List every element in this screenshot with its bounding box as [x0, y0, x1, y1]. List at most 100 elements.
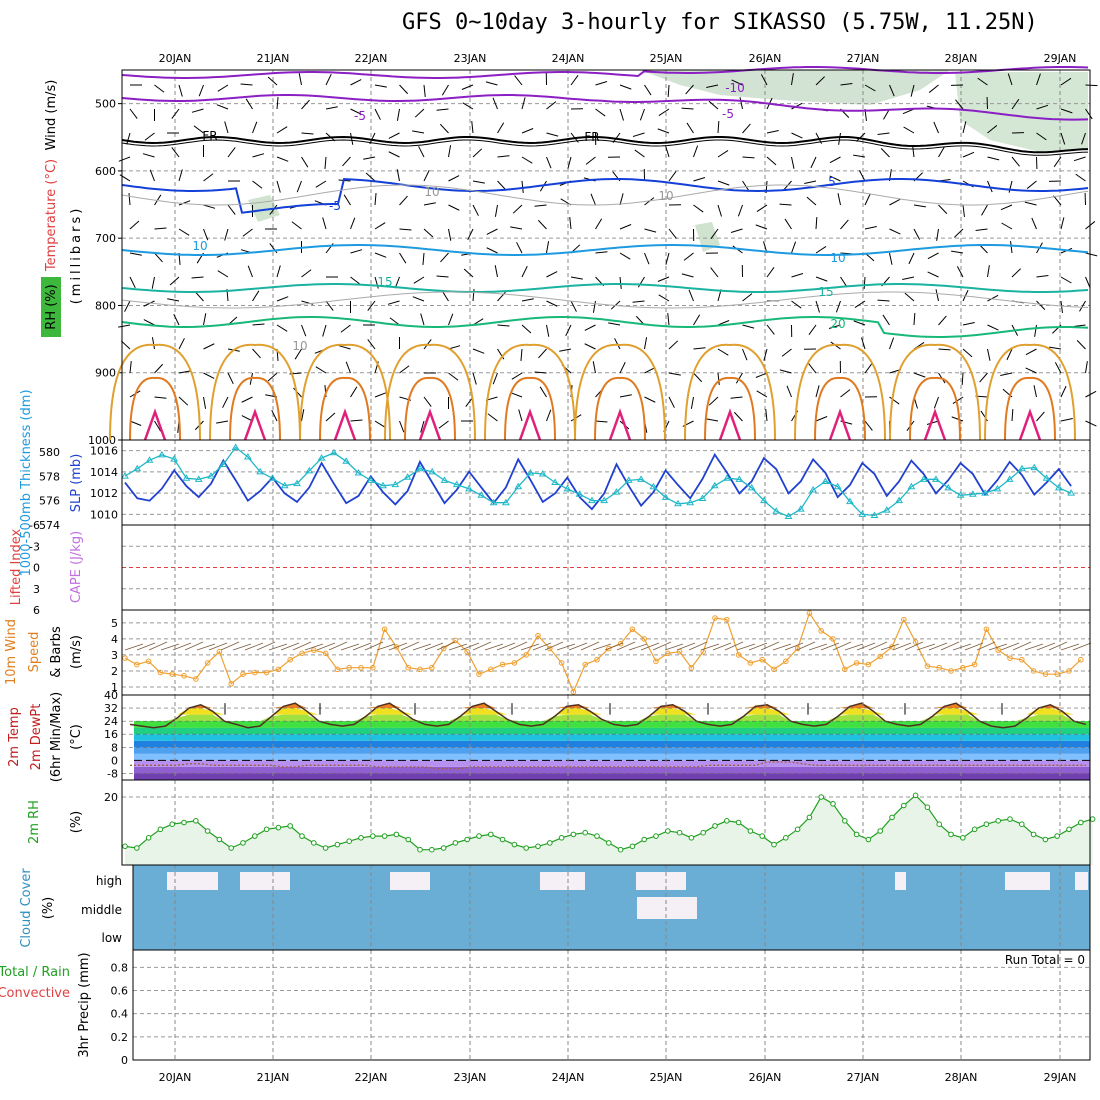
wind-barb: [1053, 195, 1062, 206]
wind-barb: [448, 175, 460, 182]
wind-barb: [791, 73, 794, 86]
wind-barb: [217, 84, 229, 92]
wind-barb: [124, 300, 131, 312]
wind-barb: [178, 228, 190, 236]
wind-barb: [546, 241, 550, 254]
wind-barb: [619, 252, 631, 260]
wind-barb-10m: [820, 642, 840, 651]
contour-label: 10: [658, 189, 673, 203]
rh-marker: [794, 826, 801, 833]
slp-marker: [846, 497, 854, 505]
wind-barb: [367, 339, 376, 350]
wind-barb-10m: [244, 642, 264, 651]
wind-barb: [118, 324, 131, 328]
wind-speed-marker: [842, 666, 848, 673]
slp-marker: [379, 481, 387, 489]
wind-barb: [521, 265, 528, 278]
wind-barb-10m: [568, 642, 588, 651]
wind-barb: [120, 340, 131, 350]
wind-barb: [685, 84, 694, 95]
wind-barb: [472, 289, 475, 302]
wind-barb: [951, 416, 964, 422]
wind-barb-10m: [940, 641, 960, 651]
wind-barb: [668, 396, 675, 408]
wind-barb-10m: [268, 643, 288, 651]
slp-marker: [1067, 489, 1076, 496]
wind-barb: [448, 313, 454, 326]
wind-barb-10m: [772, 643, 792, 651]
rh-marker: [724, 818, 730, 824]
isotherm-25-arch: [794, 343, 886, 441]
isotherm-25-arch: [299, 343, 391, 441]
wind-speed-marker: [346, 664, 353, 671]
temp-band: [134, 773, 1090, 780]
wind-barb-10m: [280, 642, 300, 651]
wind-speed-marker: [688, 664, 695, 671]
wind-barb: [129, 276, 136, 289]
wind-barb: [1085, 361, 1088, 374]
wind-barb: [276, 97, 279, 110]
wind-barb: [595, 81, 608, 86]
wind-barb: [595, 108, 606, 117]
wind-barb: [938, 146, 945, 158]
wind-barb: [936, 228, 939, 241]
wind-speed-marker: [488, 666, 494, 673]
rh-marker: [169, 821, 175, 828]
wind-barb: [245, 98, 253, 110]
slp-marker: [465, 484, 473, 492]
wind-barb: [350, 419, 363, 422]
isotherm-35-arch: [418, 408, 442, 441]
thickness-line: [124, 452, 1072, 511]
wind-barb: [497, 348, 505, 360]
wind-barb: [1060, 77, 1072, 86]
rh-marker: [346, 838, 353, 845]
wind-barb: [486, 228, 498, 235]
wind-barb: [987, 156, 1000, 161]
wind-barb: [766, 266, 775, 278]
wind-barb: [374, 252, 387, 258]
rh-marker: [240, 840, 246, 846]
wind-barb: [350, 249, 363, 254]
wind-barb: [938, 204, 948, 214]
wind-barb: [301, 324, 307, 337]
wind-barb-10m: [760, 641, 780, 651]
slp-marker: [956, 491, 965, 498]
wind-barb: [149, 169, 155, 182]
date-label-top: 25JAN: [650, 52, 683, 65]
wind-barb: [461, 84, 474, 90]
wind-barb: [987, 294, 999, 302]
rh-marker: [393, 831, 400, 838]
wind-barb-10m: [484, 643, 504, 651]
wind-barb: [864, 193, 871, 206]
wind-barb: [864, 226, 877, 230]
wind-speed-marker: [983, 626, 990, 633]
wind-barb: [730, 228, 743, 233]
contour-label: 10: [830, 251, 845, 265]
wind-barb: [644, 228, 657, 233]
wind-speed-marker: [818, 628, 825, 634]
wind-barb: [546, 324, 550, 337]
wind-barb: [467, 228, 474, 241]
wind-barb: [804, 180, 817, 184]
wind-barb: [472, 180, 485, 184]
wind-barb: [693, 204, 704, 213]
wind-barb: [710, 228, 719, 240]
slp-marker: [551, 478, 559, 485]
temp-units-label: (°C): [69, 724, 84, 750]
temp-band: [134, 727, 1090, 735]
wind-barb: [742, 156, 755, 159]
wind-barb: [815, 300, 820, 313]
wind-barb-10m: [400, 641, 420, 651]
wind-barb: [570, 300, 577, 312]
wind-barb: [908, 252, 915, 265]
wind-barb: [241, 396, 253, 403]
contour-label: -5: [329, 199, 341, 213]
wind-barb: [423, 202, 436, 206]
wind-barb: [815, 216, 818, 230]
wind-tick: 4: [111, 633, 118, 646]
wind-barb: [191, 276, 204, 279]
wind-barb: [420, 313, 425, 326]
slp-marker: [772, 507, 781, 514]
wind-barb: [203, 313, 207, 326]
wind-barb-10m: [664, 643, 684, 651]
